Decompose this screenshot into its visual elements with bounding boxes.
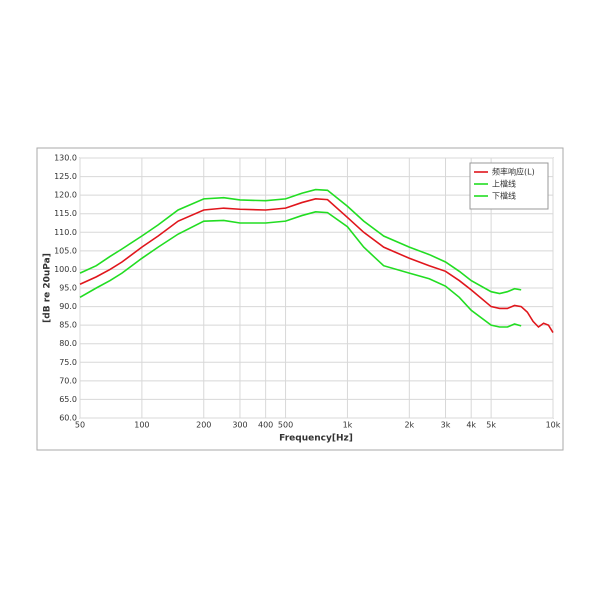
x-tick-label: 50 [75,421,85,430]
y-tick-label: 70.0 [59,376,77,385]
x-tick-label: 1k [343,421,353,430]
x-tick-label: 200 [196,421,211,430]
x-tick-label: 300 [232,421,247,430]
y-tick-label: 80.0 [59,339,77,348]
series-line [79,198,554,333]
x-tick-label: 100 [134,421,149,430]
y-tick-label: 105.0 [54,246,77,255]
legend-label: 上檔线 [492,179,516,189]
x-tick-label: 4k [466,421,476,430]
y-axis-label: [dB re 20uPa] [43,253,53,323]
y-tick-label: 120.0 [54,191,77,200]
legend-box [469,162,549,210]
legend-label: 频率响应(L) [492,167,535,177]
y-tick-label: 75.0 [59,358,77,367]
x-tick-label: 2k [404,421,414,430]
x-tick-label: 3k [441,421,451,430]
series-line [79,211,522,328]
series-line [79,188,522,295]
y-tick-label: 125.0 [54,172,77,181]
x-axis-label: Frequency[Hz] [279,434,353,444]
y-tick-label: 115.0 [54,209,77,218]
y-tick-label: 60.0 [59,414,77,423]
y-tick-label: 90.0 [59,302,77,311]
y-tick-label: 85.0 [59,321,77,330]
x-tick-label: 500 [278,421,293,430]
y-tick-label: 95.0 [59,284,77,293]
x-tick-label: 10k [546,421,561,430]
y-tick-label: 130.0 [54,154,77,163]
y-tick-label: 100.0 [54,265,77,274]
y-tick-label: 65.0 [59,395,77,404]
y-tick-label: 110.0 [54,228,77,237]
legend-label: 下檔线 [492,191,516,201]
x-tick-label: 5k [486,421,496,430]
x-tick-label: 400 [258,421,273,430]
